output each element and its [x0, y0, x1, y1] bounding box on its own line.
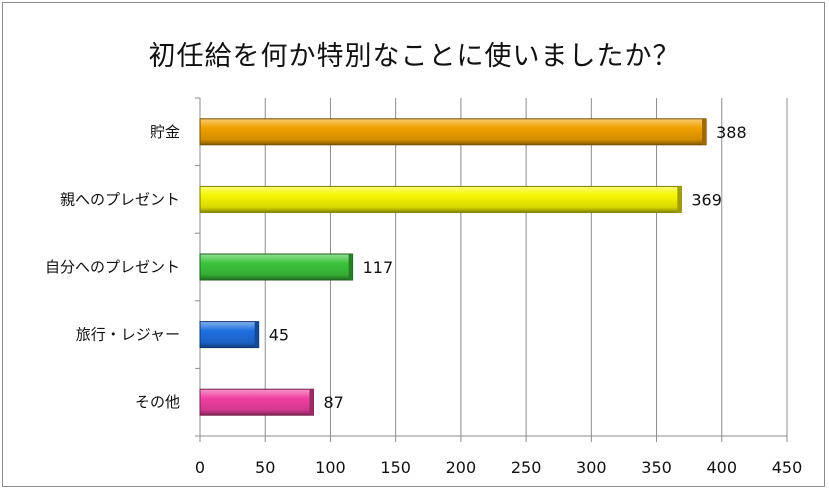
data-label: 388: [716, 123, 747, 142]
bar-end-cap: [348, 254, 353, 280]
bars: [199, 118, 707, 416]
data-label: 87: [323, 393, 343, 412]
bar-end-cap: [309, 389, 314, 416]
category-label: その他: [135, 393, 180, 411]
x-tick-label: 300: [576, 458, 607, 477]
x-tick-label: 450: [772, 458, 803, 477]
x-tick-label: 150: [380, 458, 411, 477]
bar-end-cap: [702, 118, 707, 145]
bar: [199, 118, 707, 146]
category-label: 親へのプレゼント: [60, 190, 180, 208]
data-label: 117: [363, 258, 394, 277]
data-label: 45: [269, 326, 289, 345]
x-tick-label: 0: [195, 458, 205, 477]
labels: 0 50 100 150 200 250 300 350 400 450 貯金 388 親へのプレゼント…: [45, 123, 802, 477]
data-label: 369: [691, 190, 722, 209]
category-label: 旅行・レジャー: [76, 326, 180, 344]
bar: [199, 388, 314, 416]
x-tick-label: 400: [707, 458, 738, 477]
gridlines: [264, 98, 788, 436]
x-tick-label: 250: [511, 458, 542, 477]
x-tick-label: 350: [641, 458, 672, 477]
category-label: 自分へのプレゼント: [45, 258, 180, 276]
x-tick-label: 200: [446, 458, 477, 477]
bar: [199, 253, 354, 281]
bar-end-cap: [677, 186, 682, 213]
x-tick-label: 100: [315, 458, 346, 477]
bar: [199, 185, 682, 213]
x-tick-label: 50: [255, 458, 275, 477]
bar: [199, 321, 260, 349]
bar-end-cap: [254, 321, 259, 348]
chart-title: 初任給を何か特別なことに使いましたか？: [148, 41, 681, 72]
category-label: 貯金: [150, 123, 180, 141]
